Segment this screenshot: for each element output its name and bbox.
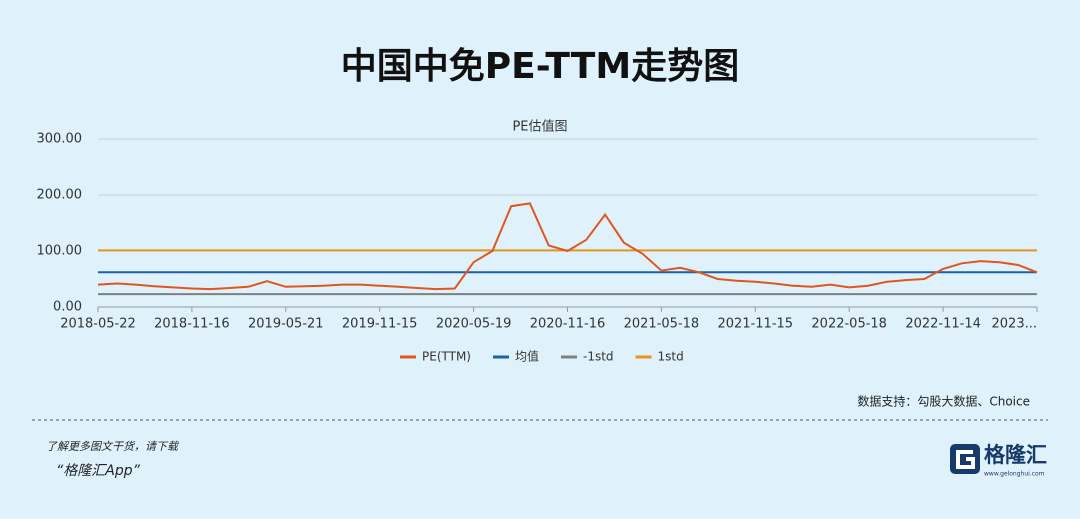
footer-line2: “格隆汇App” <box>56 463 141 479</box>
page-title: 中国中免PE-TTM走势图 <box>341 46 739 87</box>
logo-icon <box>950 444 980 474</box>
x-tick-label: 2021-11-15 <box>718 317 794 332</box>
logo: 格隆汇 www.gelonghui.com <box>950 443 1047 478</box>
legend-label: 1std <box>658 350 684 364</box>
series-line <box>97 202 1038 291</box>
x-tick-label: 2022-05-18 <box>811 317 887 332</box>
x-tick-label: 2018-05-22 <box>60 317 136 332</box>
chart-subtitle: PE估值图 <box>512 119 567 135</box>
x-tick-label: 2019-11-15 <box>342 317 418 332</box>
logo-url: www.gelonghui.com <box>984 471 1045 478</box>
x-tick-label: 2022-11-14 <box>905 317 981 332</box>
logo-text: 格隆汇 <box>984 443 1047 467</box>
y-tick-label: 300.00 <box>37 132 83 147</box>
x-tick-label: 2020-11-16 <box>530 317 606 332</box>
x-tick-label: 2020-05-19 <box>436 317 512 332</box>
legend-label: 均值 <box>515 349 539 364</box>
legend-label: PE(TTM) <box>422 350 471 364</box>
y-tick-label: 200.00 <box>37 188 83 203</box>
logo-g <box>956 450 975 469</box>
x-tick-label: 2023... <box>992 317 1037 332</box>
footer-line1: 了解更多图文干货，请下载 <box>46 440 180 453</box>
legend-label: -1std <box>583 350 614 364</box>
y-tick-label: 0.00 <box>53 300 82 315</box>
x-tick-label: 2019-05-21 <box>248 317 324 332</box>
x-tick-label: 2018-11-16 <box>154 317 230 332</box>
x-tick-label: 2021-05-18 <box>624 317 700 332</box>
source: 数据支持：勾股大数据、Choice <box>857 394 1030 409</box>
y-tick-label: 100.00 <box>37 244 83 259</box>
